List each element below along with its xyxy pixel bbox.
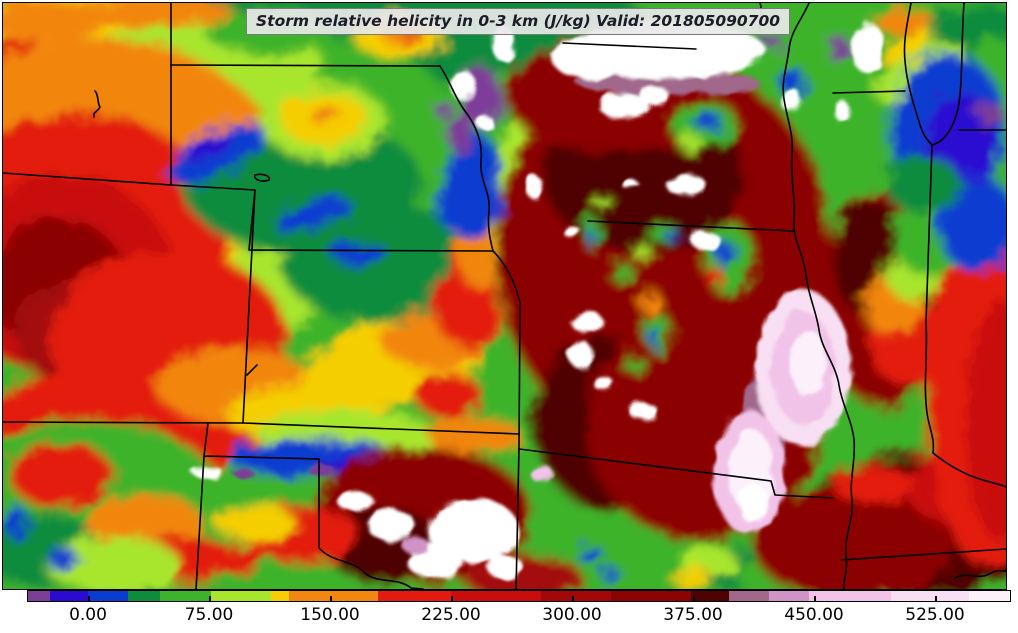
- colorbar-tick: [693, 596, 695, 602]
- state-borders: [3, 3, 1006, 589]
- colorbar-segment: [88, 591, 128, 601]
- border-ia-mo: [587, 220, 794, 232]
- colorbar-tick-label: 525.00: [905, 605, 965, 625]
- border-ky-tn: [840, 548, 1006, 579]
- missouri-river: [439, 65, 521, 589]
- colorbar-tick-label: 75.00: [184, 605, 234, 625]
- colorbar-segment: [451, 591, 541, 601]
- colorbar-segment: [160, 591, 211, 601]
- helicity-field: [3, 3, 1006, 589]
- colorbar-segment: [729, 591, 769, 601]
- border-sd-ne: [170, 64, 441, 67]
- border-ia-mn: [562, 42, 697, 50]
- colorbar-segment: [969, 591, 1010, 601]
- colorbar-tick-label: 375.00: [663, 605, 723, 625]
- colorbar-segment: [289, 591, 378, 601]
- colorbar-tick: [209, 596, 211, 602]
- border-mo-ar: [518, 448, 834, 499]
- colorbar-tick: [572, 596, 574, 602]
- colorbar-segment: [271, 591, 289, 601]
- colorbar: [27, 590, 1011, 602]
- colorbar-tick: [88, 596, 90, 602]
- border-ks-ok: [242, 422, 520, 435]
- colorbar-tick: [814, 596, 816, 602]
- helicity-maxima-blobs: [192, 22, 884, 579]
- border-wyoming: [3, 3, 172, 186]
- colorbar-tick: [330, 596, 332, 602]
- colorbar-segment: [128, 591, 160, 601]
- colorbar-segment: [50, 591, 88, 601]
- small-lakes-west: [93, 90, 271, 376]
- colorbar-segment: [691, 591, 729, 601]
- colorbar-segment: [611, 591, 691, 601]
- colorbar-segment: [378, 591, 451, 601]
- colorbar-segment: [809, 591, 891, 601]
- lake-michigan-shoreline: [903, 3, 965, 146]
- border-colorado: [3, 184, 256, 424]
- colorbar-segment: [211, 591, 271, 601]
- colorbar-tick-label: 150.00: [300, 605, 360, 625]
- colorbar-tick-label: 450.00: [784, 605, 844, 625]
- colorbar-tick: [451, 596, 453, 602]
- border-il-wi: [832, 90, 906, 94]
- border-il-in: [924, 144, 935, 454]
- helicity-field-svg: [3, 3, 1006, 589]
- ohio-river: [932, 452, 1006, 488]
- map-area: [2, 2, 1007, 590]
- mississippi-river: [782, 3, 856, 589]
- colorbar-segment: [28, 591, 50, 601]
- colorbar-segment: [541, 591, 611, 601]
- colorbar-tick-label: 225.00: [421, 605, 481, 625]
- colorbar-tick-label: 300.00: [542, 605, 602, 625]
- colorbar-segment: [769, 591, 809, 601]
- border-nebraska-kansas: [248, 189, 494, 252]
- border-ok-panhandle-texas: [195, 422, 424, 589]
- colorbar-segment: [891, 591, 969, 601]
- colorbar-tick-label: 0.00: [69, 605, 107, 625]
- colorbar-tick: [935, 596, 937, 602]
- map-title: Storm relative helicity in 0-3 km (J/kg)…: [246, 8, 791, 35]
